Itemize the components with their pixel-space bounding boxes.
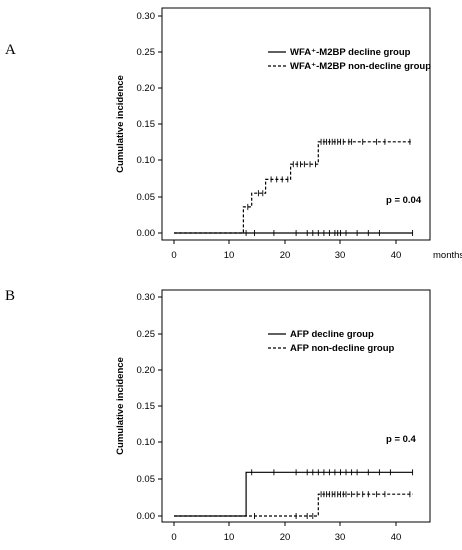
panel-b-legend: AFP decline group AFP non-decline group (268, 329, 395, 354)
panel-b-legend-label: AFP non-decline group (290, 343, 395, 354)
panel-b-ytick-label: 0.05 (137, 474, 156, 485)
panel-a-ytick-label: 0.25 (137, 47, 156, 58)
panel-b-xtick-label: 40 (391, 532, 402, 543)
panel-label-b: B (5, 288, 15, 304)
panel-b-xtick-label: 0 (171, 532, 176, 543)
panel-a-xtick-label: 30 (335, 250, 346, 261)
panel-a-xtick-label: 20 (280, 250, 291, 261)
panel-b-series-2-line (174, 493, 413, 517)
panel-a-ytick-label: 0.00 (137, 228, 156, 239)
panel-b-xtick-label: 30 (335, 532, 346, 543)
panel-a-p-value: p = 0.04 (386, 195, 422, 206)
panel-b-xtick-label: 10 (224, 532, 235, 543)
panel-b-xtick-label: 20 (280, 532, 291, 543)
panel-a-legend: WFA⁺-M2BP decline group WFA⁺-M2BP non-de… (268, 47, 431, 72)
panel-b-p-value: p = 0.4 (386, 434, 417, 445)
panel-a-ytick-label: 0.05 (137, 192, 156, 203)
panel-a-xtick-label: 10 (224, 250, 235, 261)
panel-b-curves (174, 469, 414, 519)
panel-a-y-axis-label: Cumulative incidence (115, 75, 126, 173)
panel-a-xtick-label: 0 (171, 250, 176, 261)
panel-a: A 0.00 0.05 0.10 0.15 0.20 0.25 0.30 0 1… (5, 7, 462, 261)
panel-a-ytick-label: 0.15 (137, 119, 156, 130)
panel-b-plot-frame (161, 289, 431, 523)
panel-label-a: A (5, 42, 16, 58)
panel-a-series-2-line (174, 141, 413, 234)
panel-a-xtick-label: 40 (391, 250, 402, 261)
panel-a-ytick-label: 0.10 (137, 155, 156, 166)
panel-b: B 0.00 0.05 0.10 0.15 0.20 0.25 0.30 0 1… (5, 288, 431, 543)
panel-a-ytick-label: 0.30 (137, 11, 156, 22)
panel-b-ytick-label: 0.25 (137, 329, 156, 340)
panel-b-ytick-label: 0.10 (137, 437, 156, 448)
panel-a-curves (174, 138, 414, 236)
panel-b-legend-label: AFP decline group (290, 329, 374, 340)
panel-b-ytick-label: 0.15 (137, 401, 156, 412)
panel-a-legend-label: WFA⁺-M2BP decline group (290, 47, 411, 58)
panel-a-ytick-label: 0.20 (137, 83, 156, 94)
panel-a-legend-label: WFA⁺-M2BP non-decline group (290, 61, 431, 72)
panel-b-y-axis-label: Cumulative incidence (115, 357, 126, 455)
panel-a-x-unit: months (433, 250, 462, 261)
panel-b-ytick-label: 0.30 (137, 292, 156, 303)
panel-b-ytick-label: 0.20 (137, 365, 156, 376)
panel-b-ytick-label: 0.00 (137, 511, 156, 522)
